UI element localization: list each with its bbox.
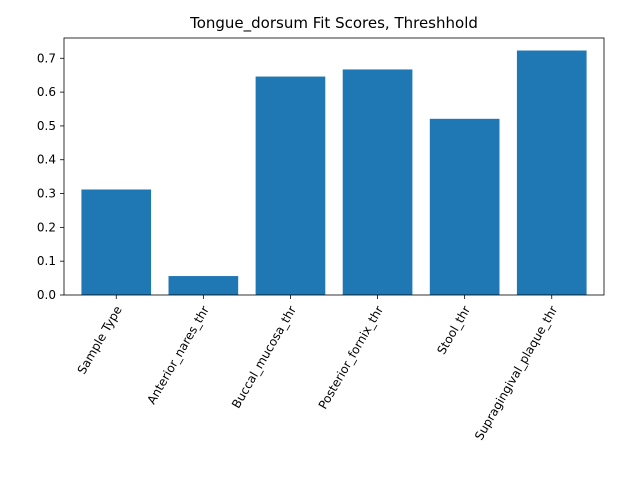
bar-5 bbox=[516, 50, 587, 295]
y-tick-label: 0.6 bbox=[37, 85, 56, 99]
bar-1 bbox=[168, 276, 239, 295]
x-tick-label: Anterior_nares_thr bbox=[144, 303, 212, 406]
plot-area-border bbox=[63, 37, 605, 296]
y-tick-label: 0.0 bbox=[37, 288, 56, 302]
y-tick-label: 0.4 bbox=[37, 153, 56, 167]
y-tick-label: 0.1 bbox=[37, 254, 56, 268]
y-tick-label: 0.2 bbox=[37, 220, 56, 234]
bar-3 bbox=[342, 69, 413, 295]
x-tick-label: Stool_thr bbox=[434, 303, 473, 356]
bar-2 bbox=[255, 76, 326, 295]
y-tick-label: 0.5 bbox=[37, 119, 56, 133]
y-axis: 0.0 0.1 0.2 0.3 0.4 0.5 0.6 0.7 bbox=[37, 51, 64, 302]
chart-title: Tongue_dorsum Fit Scores, Threshhold bbox=[189, 14, 478, 33]
x-axis: Sample Type Anterior_nares_thr Buccal_muco… bbox=[75, 295, 560, 443]
x-tick-label: Sample Type bbox=[75, 304, 125, 377]
axes-frame bbox=[63, 37, 605, 296]
x-tick-label: Buccal_mucosa_thr bbox=[229, 303, 299, 410]
bar-4 bbox=[429, 118, 500, 296]
x-tick-label: Supragingival_plaque_thr bbox=[472, 303, 560, 442]
y-tick-label: 0.7 bbox=[37, 51, 56, 65]
y-tick-label: 0.3 bbox=[37, 187, 56, 201]
bars-group bbox=[81, 50, 587, 296]
x-tick-label: Posterior_fornix_thr bbox=[316, 303, 386, 411]
bar-0 bbox=[81, 189, 152, 295]
